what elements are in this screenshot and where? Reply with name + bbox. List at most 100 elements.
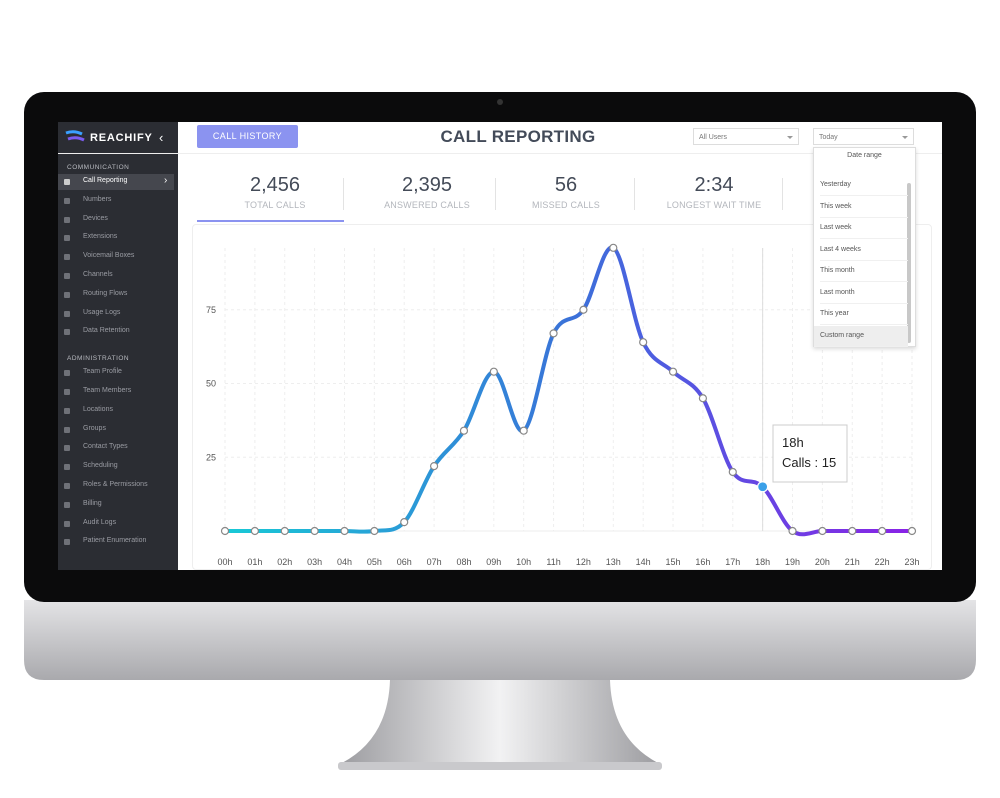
stat-label: MISSED CALLS	[532, 200, 600, 210]
x-tick-label: 20h	[815, 557, 830, 567]
tooltip-box	[772, 424, 848, 483]
data-point	[668, 367, 678, 376]
data-point	[340, 526, 349, 536]
x-tick-label: 11h	[546, 557, 560, 567]
dropdown-option[interactable]: Custom range	[814, 325, 908, 347]
nav-item[interactable]: Contact Types	[83, 443, 128, 451]
x-tick-label: 23h	[904, 557, 919, 567]
dropdown-option[interactable]: Last 4 weeks	[820, 240, 908, 261]
item-icon	[64, 407, 70, 414]
x-tick-label: 00h	[217, 557, 232, 567]
x-tick-label: 08h	[456, 557, 471, 567]
tooltip-label: Calls : 15	[782, 455, 836, 470]
x-tick-label: 05h	[367, 557, 382, 567]
stat-value: 56	[554, 174, 578, 196]
stat-divider	[634, 178, 635, 210]
dropdown-option[interactable]: Last month	[820, 283, 908, 304]
item-icon	[64, 445, 70, 452]
dropdown-header: Date range	[847, 152, 882, 159]
data-point	[609, 243, 618, 252]
nav-item[interactable]: Routing Flows	[83, 289, 128, 297]
stat-label: ANSWERED CALLS	[384, 200, 470, 210]
item-icon	[64, 464, 70, 471]
nav-item[interactable]: Voicemail Boxes	[83, 252, 135, 260]
y-tick-label: 50	[206, 379, 216, 389]
data-point	[459, 426, 469, 435]
nav-item[interactable]: Roles & Permissions	[83, 481, 148, 488]
data-point	[848, 526, 857, 536]
x-tick-label: 14h	[636, 557, 651, 567]
y-tick-label: 25	[206, 452, 216, 462]
nav-item[interactable]: Team Profile	[83, 368, 122, 376]
scrollbar	[907, 183, 911, 343]
section-heading: COMMUNICATION	[67, 164, 130, 171]
nav-item[interactable]: Channels	[83, 271, 113, 278]
data-point	[639, 338, 648, 347]
x-tick-label: 02h	[277, 557, 292, 567]
data-point	[489, 367, 498, 376]
dropdown-option[interactable]: This month	[820, 261, 908, 282]
x-tick-label: 18h	[755, 557, 770, 567]
x-tick-label: 22h	[875, 557, 890, 567]
nav-item[interactable]: Patient Enumeration	[83, 537, 147, 545]
item-icon	[64, 370, 70, 377]
item-icon	[64, 426, 70, 433]
dropdown-option[interactable]: Yesterday	[820, 175, 908, 196]
nav-item[interactable]: Scheduling	[83, 462, 118, 470]
item-icon	[64, 273, 70, 279]
data-point	[549, 329, 558, 338]
x-tick-label: 10h	[516, 557, 531, 567]
data-point	[280, 526, 289, 536]
data-point	[788, 526, 797, 536]
data-point	[757, 481, 769, 493]
nav-item[interactable]: Numbers	[83, 195, 112, 203]
nav-item[interactable]: Data Retention	[83, 327, 130, 335]
call-history-button[interactable]: CALL HISTORY	[197, 125, 298, 148]
dropdown-option[interactable]: This week	[820, 197, 908, 218]
nav-item[interactable]: Groups	[83, 424, 106, 432]
x-tick-label: 19h	[785, 557, 800, 567]
active-tab-underline	[197, 220, 344, 222]
active-item-bg	[58, 174, 174, 190]
nav-item[interactable]: Locations	[83, 405, 113, 413]
data-point	[250, 526, 259, 536]
x-tick-label: 07h	[427, 557, 442, 567]
item-icon	[64, 389, 70, 395]
logo-icon	[65, 130, 85, 142]
collapse-button[interactable]: ‹	[159, 130, 164, 145]
x-tick-label: 04h	[337, 557, 352, 567]
data-point	[519, 426, 528, 435]
x-tick-label: 21h	[845, 557, 860, 567]
data-point	[400, 518, 409, 527]
x-tick-label: 16h	[695, 557, 710, 567]
nav-item[interactable]: Billing	[83, 499, 102, 507]
x-tick-label: 12h	[576, 557, 591, 567]
nav-item[interactable]: Usage Logs	[83, 308, 121, 316]
nav-item[interactable]: Call Reporting	[83, 177, 128, 184]
nav-item[interactable]: Team Members	[83, 387, 132, 394]
item-icon	[64, 216, 70, 223]
item-icon	[64, 501, 70, 508]
dropdown-option[interactable]: This year	[820, 304, 908, 325]
page-title: CALL REPORTING	[440, 127, 596, 146]
screen: REACHIFY ‹ COMMUNICATION › Call Reporting N…	[58, 122, 942, 570]
item-icon	[64, 539, 70, 546]
x-tick-label: 17h	[725, 557, 740, 567]
nav-item[interactable]: Extensions	[83, 233, 118, 241]
stat-value: 2:34	[694, 174, 734, 196]
item-icon	[64, 235, 70, 242]
y-tick-label: 75	[206, 305, 216, 315]
nav-item[interactable]: Audit Logs	[83, 518, 117, 526]
nav-item[interactable]: Devices	[83, 214, 108, 222]
data-point	[907, 526, 917, 536]
header-rule	[58, 153, 942, 154]
item-icon	[64, 329, 70, 336]
dropdown-option[interactable]: Last week	[820, 218, 908, 239]
data-point	[220, 526, 230, 536]
section-heading: ADMINISTRATION	[67, 355, 130, 363]
user-select[interactable]: All Users	[693, 128, 799, 145]
data-point	[878, 526, 887, 536]
data-point	[698, 394, 708, 403]
date-select[interactable]: Today	[813, 128, 914, 145]
x-tick-label: 06h	[397, 557, 412, 567]
